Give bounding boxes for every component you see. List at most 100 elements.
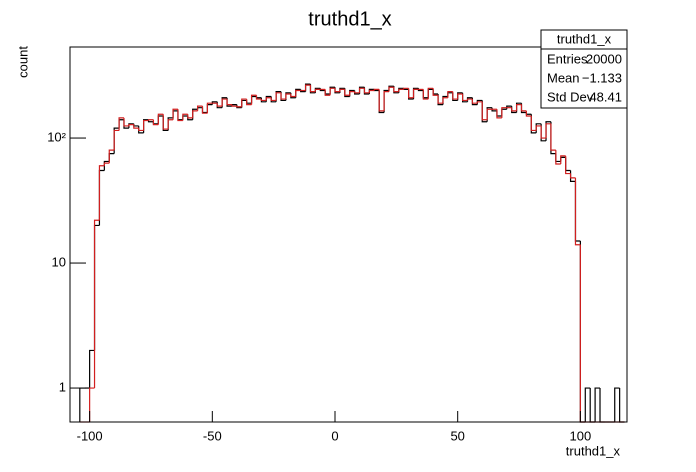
- histogram-bin: [201, 106, 208, 114]
- histogram-bin: [344, 89, 350, 96]
- histogram-bin: [535, 125, 542, 131]
- histogram-bin: [152, 121, 159, 125]
- histogram-bin: [545, 121, 551, 141]
- histogram-bin: [113, 127, 120, 154]
- histogram-bin: [457, 93, 463, 100]
- histogram-bin: [196, 107, 203, 110]
- histogram-bin: [422, 90, 429, 99]
- histogram-bin: [118, 119, 124, 129]
- histogram-bin: [250, 94, 257, 105]
- histogram-bin: [93, 219, 100, 389]
- histogram-bin: [461, 94, 468, 102]
- histogram-bin: [501, 108, 507, 117]
- histogram-bin: [206, 102, 213, 114]
- histogram-bin: [231, 104, 237, 107]
- histogram-bin: [422, 89, 429, 100]
- histogram-bin: [535, 123, 542, 133]
- x-tick-label: 100: [570, 428, 592, 443]
- histogram-bin: [314, 88, 321, 92]
- histogram-bin: [128, 124, 134, 126]
- histogram-bin: [290, 94, 296, 98]
- histogram-bin: [309, 85, 316, 93]
- stats-frame: [540, 29, 628, 109]
- histogram-bin: [398, 88, 404, 92]
- histogram-bin: [383, 89, 389, 113]
- y-axis-label: count: [15, 46, 30, 78]
- histograms: [79, 83, 625, 423]
- histogram-bin: [589, 388, 596, 423]
- histogram-bin: [241, 98, 247, 107]
- histogram-bin: [373, 88, 380, 91]
- histogram-bin: [476, 99, 483, 105]
- histogram-bin: [358, 87, 365, 93]
- histogram-bin: [138, 125, 144, 134]
- histogram-bin: [466, 97, 473, 102]
- histogram-bin: [98, 165, 105, 221]
- histogram-bin: [584, 387, 591, 422]
- x-tick-label: -50: [203, 428, 222, 443]
- histogram-bin: [123, 119, 129, 129]
- histogram-bin: [157, 115, 164, 124]
- plot-frame: [69, 46, 628, 423]
- histogram-bin: [427, 87, 434, 100]
- histogram-bin: [550, 123, 556, 151]
- histogram-bin: [354, 91, 360, 94]
- histogram-bin: [236, 104, 242, 109]
- histogram-bin: [221, 98, 228, 107]
- histogram-bin: [108, 153, 115, 162]
- histogram-bin: [241, 99, 247, 108]
- stats-label: Entries: [547, 51, 588, 66]
- histogram-bin: [471, 99, 478, 104]
- histogram-bin: [147, 119, 154, 121]
- stats-label: Std Dev: [547, 89, 594, 104]
- histogram-bin: [103, 162, 110, 166]
- histogram-bin: [579, 241, 586, 423]
- histogram-bin: [560, 155, 566, 164]
- histogram-bin: [138, 128, 144, 132]
- histogram-bin: [118, 117, 124, 131]
- chart-title: truthd1_x: [308, 8, 391, 30]
- histogram-bin: [255, 96, 262, 99]
- histogram-bin: [476, 101, 483, 104]
- histogram-bin: [481, 101, 488, 121]
- x-tick-label: 0: [331, 428, 338, 443]
- stats-value: 20000: [586, 51, 622, 66]
- histogram-bin: [270, 97, 277, 102]
- histogram-bin: [226, 99, 232, 106]
- histogram-bin: [182, 115, 188, 120]
- y-tick-label: 10: [52, 254, 66, 269]
- histogram-bin: [368, 89, 375, 93]
- y-tick-label: 1: [59, 379, 66, 394]
- histogram-bin: [569, 170, 576, 182]
- histogram-bin: [172, 108, 178, 120]
- histogram-bin: [432, 88, 439, 96]
- histogram-bin: [496, 110, 502, 117]
- histogram-bin: [196, 105, 203, 111]
- histogram-bin: [98, 169, 105, 226]
- histogram-bin: [103, 160, 110, 171]
- histogram-bin: [152, 119, 159, 126]
- histogram-bin: [329, 87, 336, 96]
- histogram-bin: [555, 153, 561, 163]
- histogram-bin: [540, 125, 547, 139]
- histogram-bin: [466, 98, 473, 101]
- histogram-bin: [265, 97, 272, 101]
- histogram-bin: [236, 106, 242, 108]
- histogram-bin: [143, 119, 149, 133]
- histogram-bin: [442, 97, 448, 104]
- histogram-bin: [89, 349, 95, 389]
- histogram-bin: [201, 107, 208, 114]
- histogram-bin: [393, 87, 399, 93]
- histogram-bin: [182, 113, 188, 121]
- histogram-bin: [275, 92, 282, 101]
- histogram-bin: [79, 387, 85, 422]
- histogram-bin: [525, 110, 532, 117]
- histogram-bin: [260, 99, 267, 102]
- histogram-bin: [560, 156, 566, 162]
- histogram-bin: [363, 88, 370, 94]
- histogram-bin: [172, 110, 178, 118]
- histogram-bin: [403, 87, 409, 90]
- histogram-bin: [295, 89, 301, 97]
- histogram-bin: [339, 88, 345, 92]
